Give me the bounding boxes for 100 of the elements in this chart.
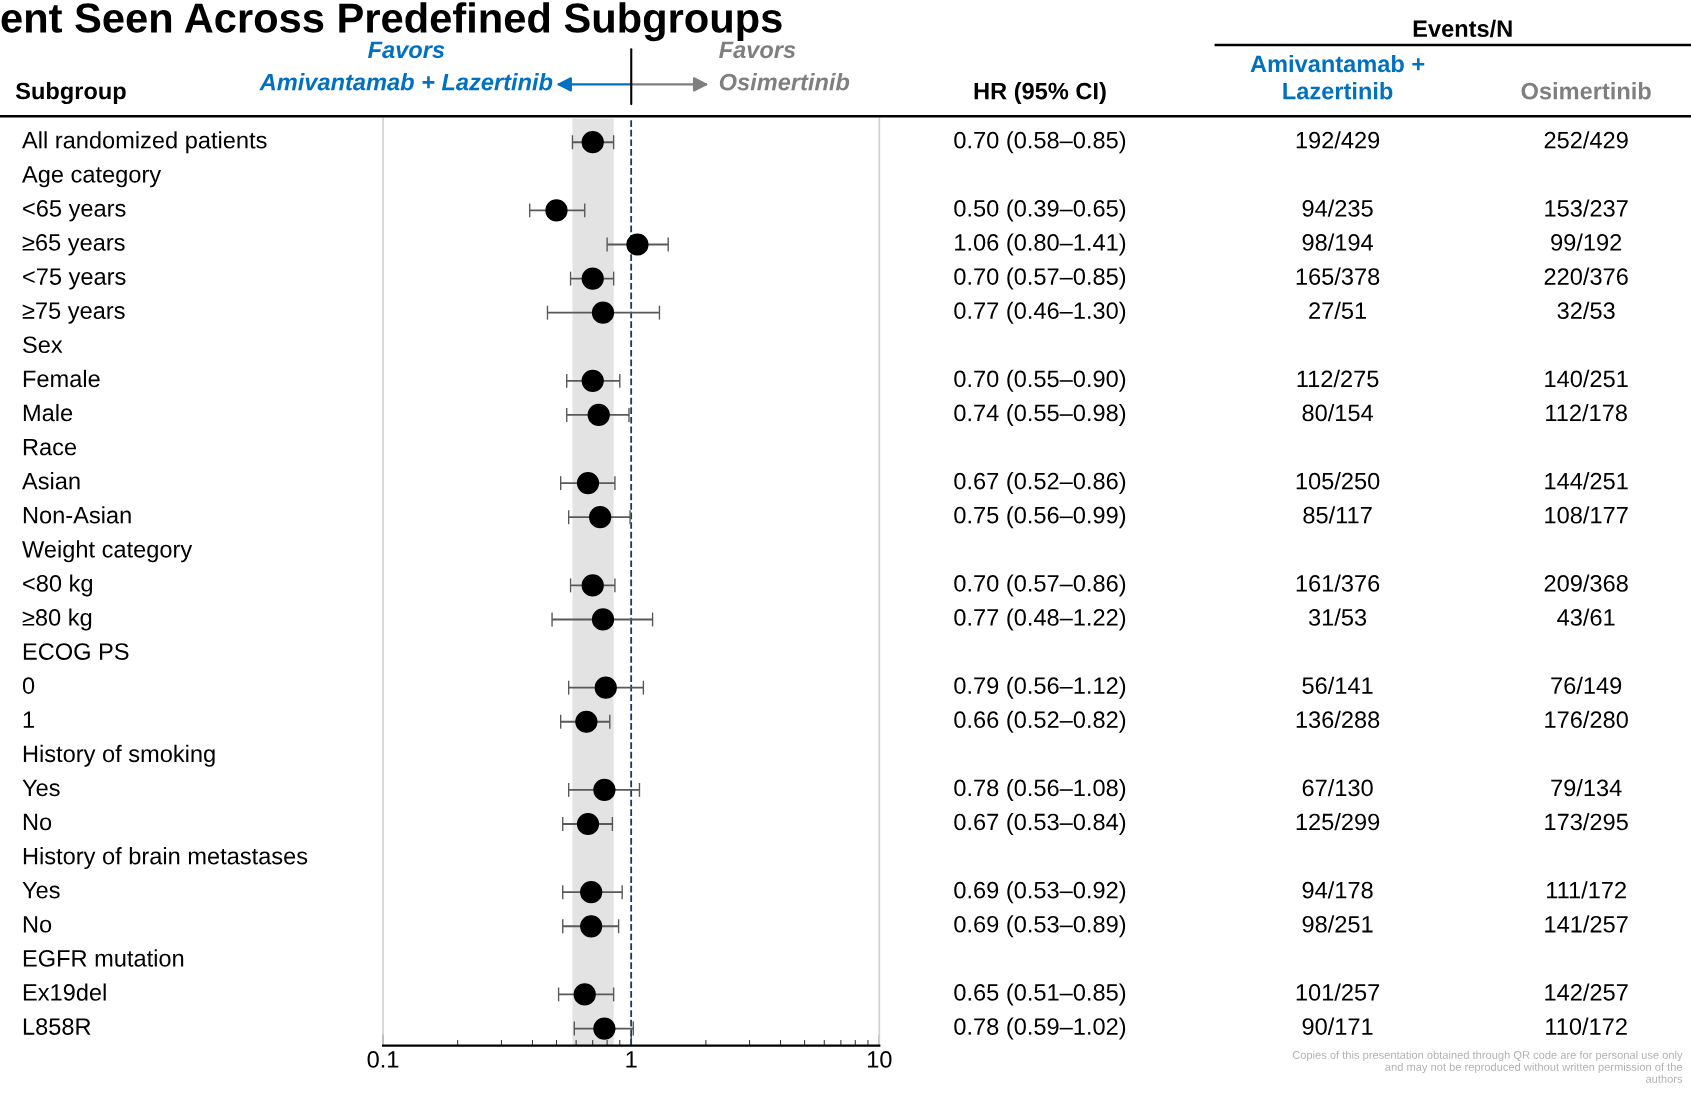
data-label: 0.74 (0.55–0.98) bbox=[954, 403, 1126, 426]
text: 220/376 bbox=[1544, 267, 1628, 285]
point bbox=[580, 915, 603, 938]
y-tick-label: No bbox=[23, 916, 52, 933]
y-tick-label: History of brain metastases bbox=[23, 847, 308, 870]
point bbox=[576, 812, 600, 836]
data-label: 0.70 (0.57–0.86) bbox=[954, 574, 1126, 597]
y-tick-label: ≥65 years bbox=[22, 234, 125, 256]
point bbox=[581, 267, 604, 290]
y-tick-label: No bbox=[23, 813, 52, 831]
y-tick-label: All randomized patients bbox=[22, 131, 267, 154]
text: 136/288 bbox=[1296, 710, 1380, 729]
y-tick-label: EGFR mutation bbox=[23, 949, 184, 967]
y-tick-label: Yes bbox=[22, 882, 60, 899]
point bbox=[591, 301, 615, 324]
text: 80/154 bbox=[1302, 403, 1373, 422]
y-tick-label: Female bbox=[23, 369, 100, 388]
y-tick-label: <65 years bbox=[23, 200, 126, 222]
text: 43/61 bbox=[1557, 608, 1615, 626]
text: 27/51 bbox=[1309, 301, 1366, 320]
text: HR (95% CI) bbox=[974, 82, 1106, 105]
text: 142/257 bbox=[1545, 983, 1628, 1001]
data-label: 0.78 (0.56–1.08) bbox=[954, 778, 1126, 801]
y-tick-label: Sex bbox=[23, 336, 63, 354]
data-label: 0.79 (0.56–1.12) bbox=[954, 676, 1126, 699]
text: 192/429 bbox=[1296, 131, 1380, 149]
data-label: 0.70 (0.57–0.85) bbox=[954, 267, 1126, 290]
text: 94/235 bbox=[1302, 199, 1373, 217]
text: 105/250 bbox=[1296, 472, 1380, 490]
point bbox=[581, 369, 604, 392]
text: 140/251 bbox=[1545, 369, 1628, 388]
text: Events/N bbox=[1413, 19, 1512, 38]
text: 252/429 bbox=[1544, 131, 1628, 149]
text: 94/178 bbox=[1302, 881, 1373, 899]
text: 101/257 bbox=[1296, 983, 1380, 1001]
y-tick-label: Ex19del bbox=[23, 983, 106, 1001]
point bbox=[581, 574, 604, 597]
data-label: 0.66 (0.52–0.82) bbox=[954, 710, 1126, 733]
x-tick-label: 10 bbox=[867, 1051, 892, 1068]
text: 161/376 bbox=[1296, 574, 1380, 592]
text: Copies of this presentation obtained through QR code are for personal use only and may not be reproduced without written permission of the authors bbox=[1292, 1050, 1683, 1083]
point bbox=[587, 403, 610, 427]
data-label: 0.67 (0.53–0.84) bbox=[954, 813, 1126, 835]
data-label: 1.06 (0.80–1.41) bbox=[955, 233, 1126, 256]
y-tick-label: Yes bbox=[22, 779, 60, 797]
y-tick-label: History of smoking bbox=[23, 744, 215, 767]
x-tick-label: 0.1 bbox=[367, 1051, 399, 1068]
y-tick-label: 0 bbox=[22, 677, 35, 694]
text: 85/117 bbox=[1303, 506, 1372, 524]
point bbox=[593, 1017, 616, 1040]
y-tick-label: Race bbox=[23, 438, 77, 456]
text: 176/280 bbox=[1545, 710, 1628, 729]
data-label: 0.67 (0.52–0.86) bbox=[954, 472, 1126, 495]
point bbox=[573, 983, 596, 1006]
data-label: 0.65 (0.51–0.85) bbox=[954, 983, 1126, 1006]
x-tick-label: 1 bbox=[626, 1051, 637, 1068]
text: 112/178 bbox=[1546, 403, 1627, 422]
y-tick-label: Non-Asian bbox=[23, 506, 131, 524]
text: Amivantamab + Lazertinib bbox=[1250, 54, 1425, 100]
text: 110/172 bbox=[1546, 1017, 1627, 1035]
data-label: 0.69 (0.53–0.89) bbox=[954, 915, 1126, 938]
text: 144/251 bbox=[1545, 472, 1628, 490]
text: 76/149 bbox=[1551, 676, 1622, 694]
text: 90/171 bbox=[1302, 1017, 1373, 1035]
data-label: 0.77 (0.46–1.30) bbox=[954, 301, 1126, 324]
text: 56/141 bbox=[1302, 676, 1373, 694]
y-tick-label: <75 years bbox=[23, 268, 126, 290]
point bbox=[591, 608, 615, 631]
point bbox=[580, 881, 603, 904]
text: 173/295 bbox=[1545, 813, 1628, 831]
data-label: 0.70 (0.55–0.90) bbox=[954, 369, 1126, 392]
y-tick-label: Weight category bbox=[22, 540, 193, 563]
y-tick-label: Asian bbox=[22, 472, 80, 490]
text: 112/275 bbox=[1297, 369, 1379, 388]
text: 98/251 bbox=[1302, 915, 1373, 933]
data-label: 0.69 (0.53–0.92) bbox=[954, 881, 1126, 904]
text: 32/53 bbox=[1557, 301, 1615, 320]
chart-title: ent Seen Across Predefined Subgroups bbox=[1, 2, 782, 42]
text: 209/368 bbox=[1544, 574, 1628, 592]
y-tick-label: ≥75 years bbox=[22, 302, 125, 324]
data-label: 0.75 (0.56–0.99) bbox=[954, 506, 1126, 529]
y-tick-label: ECOG PS bbox=[23, 643, 129, 660]
text: Favors Osimertinib bbox=[719, 41, 850, 91]
text: Osimertinib bbox=[1521, 82, 1651, 100]
y-tick-label: Male bbox=[23, 403, 73, 422]
text: 31/53 bbox=[1308, 608, 1367, 626]
point bbox=[581, 131, 604, 154]
point bbox=[594, 676, 617, 699]
text: 165/378 bbox=[1296, 267, 1380, 285]
data-label: 0.70 (0.58–0.85) bbox=[954, 131, 1126, 154]
text: 99/192 bbox=[1551, 233, 1622, 251]
data-label: 0.50 (0.39–0.65) bbox=[954, 199, 1126, 222]
text: Favors Amivantamab + Lazertinib bbox=[259, 41, 553, 91]
y-tick-label: Age category bbox=[22, 166, 162, 188]
text: 111/172 bbox=[1547, 881, 1626, 899]
text: 98/194 bbox=[1302, 233, 1373, 251]
point bbox=[575, 710, 598, 733]
data-label: 0.77 (0.48–1.22) bbox=[954, 608, 1126, 631]
y-tick-label: 1 bbox=[23, 711, 34, 728]
text: 153/237 bbox=[1545, 199, 1628, 217]
